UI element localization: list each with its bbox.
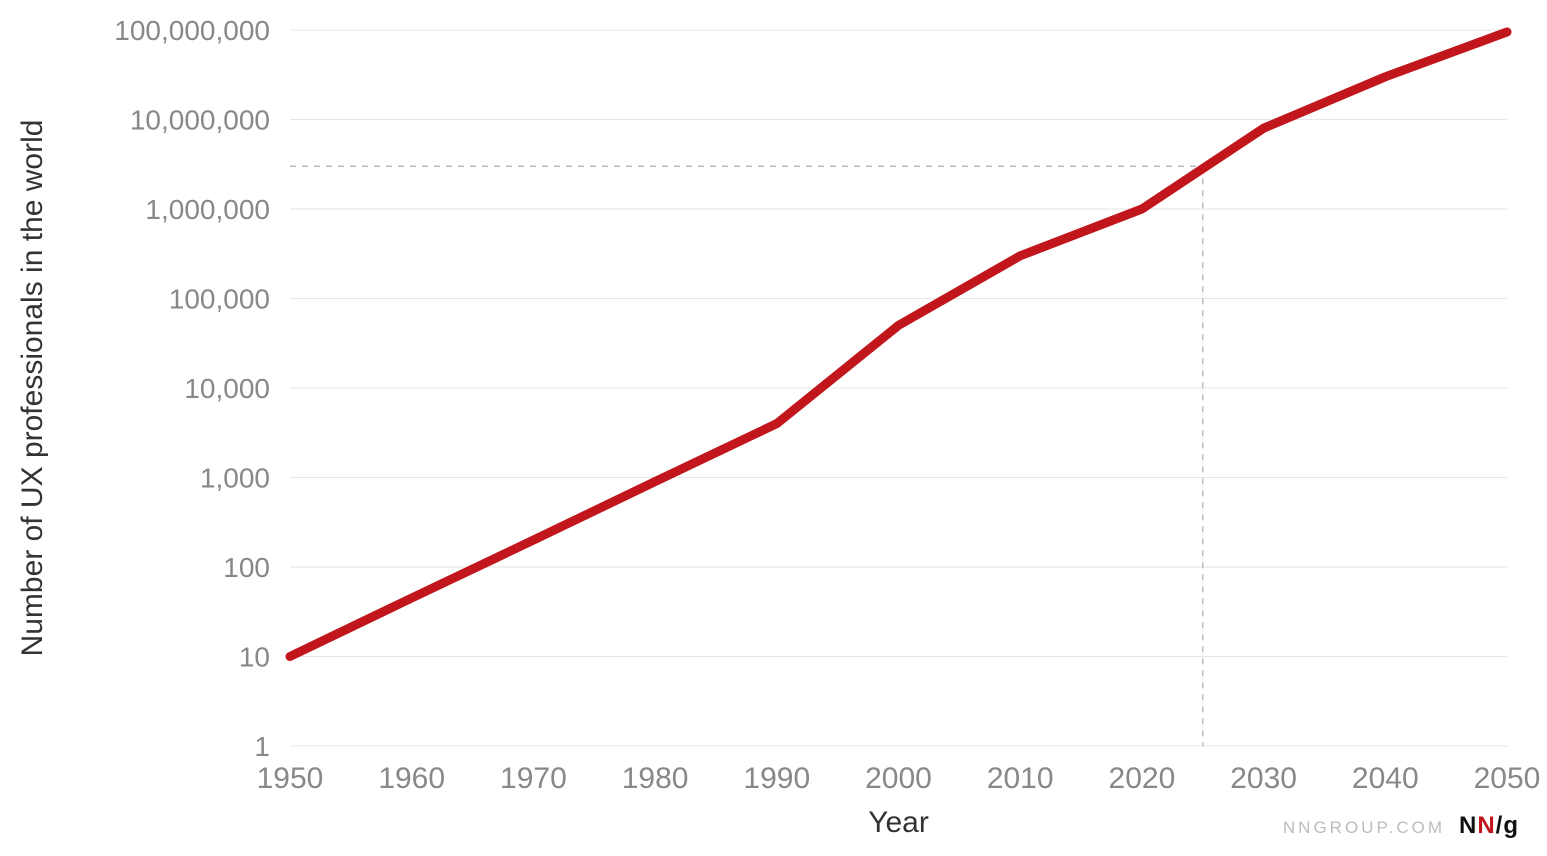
y-tick-label: 100,000 bbox=[169, 284, 270, 315]
x-tick-label: 2020 bbox=[1109, 762, 1176, 795]
x-tick-label: 2030 bbox=[1230, 762, 1297, 795]
y-tick-label: 1,000 bbox=[200, 463, 270, 494]
x-tick-label: 2010 bbox=[987, 762, 1054, 795]
x-tick-label: 1990 bbox=[743, 762, 810, 795]
y-tick-label: 1,000,000 bbox=[145, 194, 270, 225]
x-tick-label: 1960 bbox=[378, 762, 445, 795]
x-tick-label: 2000 bbox=[865, 762, 932, 795]
line-chart: 1 10 100 1,000 10,000 100,000 1,000,000 10,000,… bbox=[0, 0, 1547, 856]
x-tick-label: 1950 bbox=[257, 762, 324, 795]
x-tick-label: 2050 bbox=[1474, 762, 1541, 795]
y-axis-label: Number of UX professionals in the world bbox=[16, 120, 49, 657]
x-tick-label: 1970 bbox=[500, 762, 567, 795]
data-series-line bbox=[290, 32, 1507, 657]
logo-letter-n1: N bbox=[1459, 812, 1477, 839]
y-tick-label: 10,000 bbox=[184, 373, 270, 404]
y-tick-label: 10 bbox=[239, 642, 270, 673]
y-tick-label: 10,000,000 bbox=[130, 105, 270, 136]
x-tick-label: 2040 bbox=[1352, 762, 1419, 795]
logo-slash-g: /g bbox=[1496, 812, 1519, 839]
x-axis-label: Year bbox=[868, 806, 929, 839]
y-tick-label: 1 bbox=[254, 731, 270, 762]
x-tick-label: 1980 bbox=[622, 762, 689, 795]
attribution-logo: NN/g bbox=[1459, 812, 1519, 840]
chart-container: 1 10 100 1,000 10,000 100,000 1,000,000 10,000,… bbox=[0, 0, 1547, 856]
y-tick-label: 100 bbox=[223, 552, 270, 583]
attribution-url: NNGROUP.COM bbox=[1283, 818, 1445, 838]
attribution: NNGROUP.COM NN/g bbox=[1283, 812, 1519, 840]
logo-letter-n2: N bbox=[1477, 812, 1495, 839]
y-tick-label: 100,000,000 bbox=[114, 15, 270, 46]
